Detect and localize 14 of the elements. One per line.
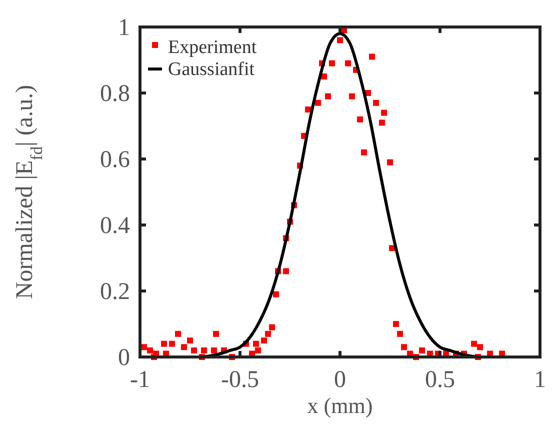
- legend-label: Gaussianfit: [168, 59, 256, 80]
- x-tick-label: 0.5: [425, 367, 455, 393]
- y-tick-label: 0.4: [100, 213, 130, 239]
- x-axis-title: x (mm): [307, 393, 373, 418]
- x-tick-label: 1: [534, 367, 546, 393]
- y-tick-label: 0.2: [100, 279, 130, 305]
- y-tick-label: 0.8: [100, 81, 130, 107]
- legend-label: Experiment: [168, 37, 258, 58]
- x-tick-label: -1: [130, 367, 150, 393]
- y-tick-label: 1: [118, 15, 130, 41]
- y-tick-label: 0.6: [100, 147, 130, 173]
- x-tick-label: 0: [334, 367, 346, 393]
- y-tick-label: 0: [118, 345, 130, 371]
- x-tick-label: -0.5: [221, 367, 259, 393]
